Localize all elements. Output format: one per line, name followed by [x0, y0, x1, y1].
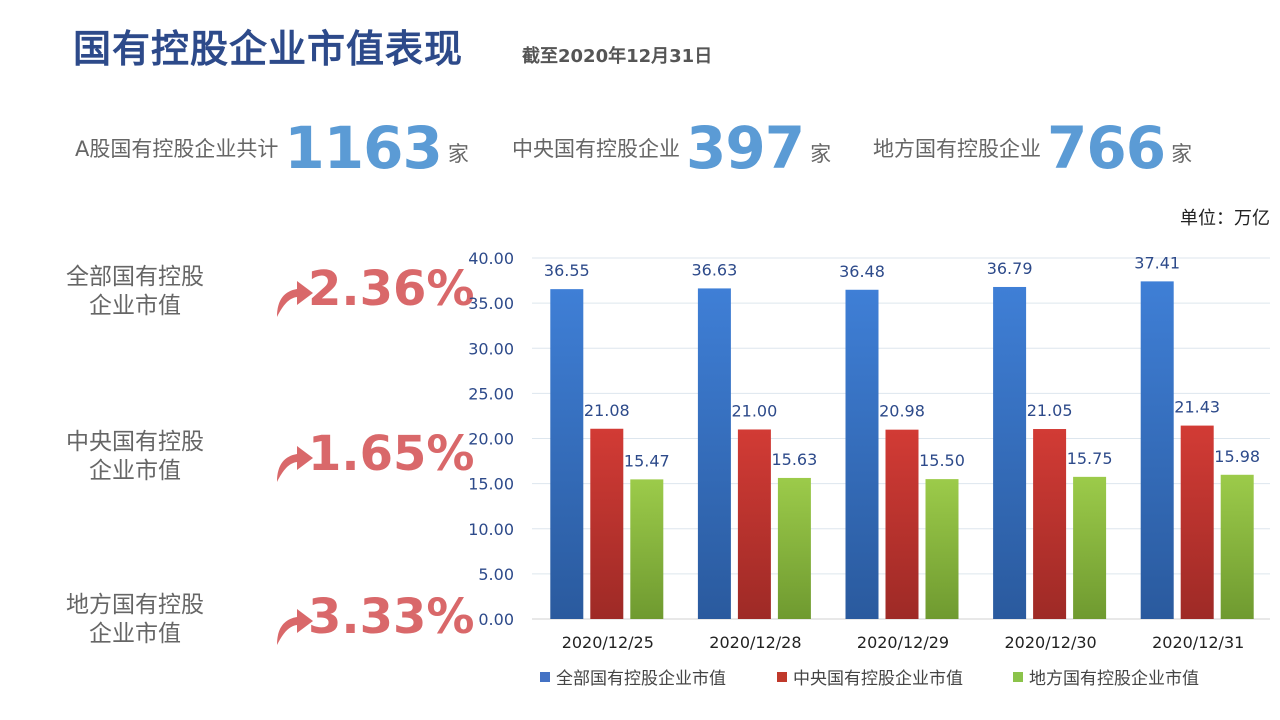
- stat-total: A股国有控股企业共计 1163 家: [75, 108, 469, 188]
- up-arrow-icon: [277, 446, 313, 482]
- x-tick-label: 2020/12/28: [709, 633, 801, 652]
- stat-total-label: A股国有控股企业共计: [75, 137, 279, 161]
- x-tick-label: 2020/12/30: [1004, 633, 1096, 652]
- bar-central: [885, 429, 919, 619]
- bar-central: [1180, 425, 1214, 619]
- stat-central: 中央国有控股企业 397 家: [512, 108, 831, 188]
- stats-row: A股国有控股企业共计 1163 家 中央国有控股企业 397 家 地方国有控股企…: [0, 108, 1280, 188]
- bar-all: [697, 288, 731, 619]
- y-tick-label: 10.00: [468, 520, 514, 539]
- metric-local-label: 地方国有控股 企业市值: [40, 591, 230, 649]
- stat-central-unit: 家: [810, 142, 832, 166]
- data-label: 15.47: [624, 451, 670, 470]
- bar-central: [737, 429, 771, 619]
- x-tick-label: 2020/12/29: [857, 633, 949, 652]
- bar-local: [925, 479, 959, 619]
- bar-central: [590, 428, 624, 619]
- metric-central-label-line1: 中央国有控股: [66, 429, 204, 455]
- unit-note: 单位：万亿: [1180, 208, 1270, 229]
- data-label: 36.48: [839, 262, 885, 281]
- y-tick-label: 40.00: [468, 249, 514, 268]
- y-tick-label: 5.00: [478, 565, 514, 584]
- up-arrow-icon: [277, 281, 313, 317]
- data-label: 21.43: [1174, 398, 1220, 417]
- legend-swatch-red: [777, 671, 787, 682]
- data-label: 36.55: [544, 261, 590, 280]
- y-tick-label: 20.00: [468, 430, 514, 449]
- legend-item-local: 地方国有控股企业市值: [1013, 664, 1199, 689]
- stat-local: 地方国有控股企业 766 家: [873, 108, 1192, 188]
- y-tick-label: 30.00: [468, 339, 514, 358]
- legend-label-local: 地方国有控股企业市值: [1029, 669, 1199, 689]
- data-label: 37.41: [1134, 253, 1180, 272]
- data-label: 15.75: [1067, 449, 1113, 468]
- y-tick-label: 25.00: [468, 384, 514, 403]
- metric-local: 地方国有控股 企业市值 3.33%: [40, 583, 475, 673]
- chart-legend: 全部国有控股企业市值 中央国有控股企业市值 地方国有控股企业市值: [0, 664, 1280, 690]
- data-label: 36.63: [691, 260, 737, 279]
- legend-label-central: 中央国有控股企业市值: [793, 669, 963, 689]
- up-arrow-icon: [277, 609, 313, 645]
- metric-all-label-line2: 企业市值: [89, 293, 181, 319]
- metric-local-label-line2: 企业市值: [89, 621, 181, 647]
- data-label: 21.05: [1027, 401, 1073, 420]
- bar-central: [1033, 429, 1067, 619]
- bar-local: [1220, 474, 1254, 619]
- legend-item-central: 中央国有控股企业市值: [777, 664, 963, 689]
- bar-all: [993, 286, 1027, 619]
- stat-total-unit: 家: [447, 142, 469, 166]
- stat-local-unit: 家: [1171, 142, 1193, 166]
- bar-local: [1073, 476, 1107, 619]
- metric-central: 中央国有控股 企业市值 1.65%: [40, 420, 475, 510]
- bar-all: [550, 289, 584, 619]
- data-label: 21.00: [731, 401, 777, 420]
- legend-item-all: 全部国有控股企业市值: [540, 664, 726, 689]
- legend-swatch-blue: [540, 671, 550, 682]
- market-cap-bar-chart: 0.00 5.00 10.00 15.00 20.00 25.00 30.00 35.00 40…: [468, 249, 1270, 652]
- metric-central-label: 中央国有控股 企业市值: [40, 428, 230, 486]
- metric-central-label-line2: 企业市值: [89, 458, 181, 484]
- stat-central-number: 397: [686, 114, 805, 182]
- y-tick-label: 35.00: [468, 294, 514, 313]
- x-tick-label: 2020/12/25: [562, 633, 654, 652]
- data-label: 36.79: [987, 259, 1033, 278]
- bar-local: [777, 477, 811, 619]
- legend-swatch-green: [1013, 671, 1023, 682]
- data-label: 15.98: [1214, 447, 1260, 466]
- metric-local-label-line1: 地方国有控股: [66, 592, 204, 618]
- bar-all: [845, 289, 879, 619]
- stat-local-label: 地方国有控股企业: [873, 137, 1041, 161]
- metric-all-label: 全部国有控股 企业市值: [40, 263, 230, 321]
- data-label: 15.63: [771, 450, 817, 469]
- stat-local-number: 766: [1047, 114, 1166, 182]
- page-title: 国有控股企业市值表现: [73, 27, 464, 71]
- stat-central-label: 中央国有控股企业: [512, 137, 680, 161]
- date-subtitle: 截至2020年12月31日: [522, 46, 713, 67]
- metric-central-value: 1.65%: [308, 426, 475, 482]
- metric-all-label-line1: 全部国有控股: [66, 264, 204, 290]
- metric-all: 全部国有控股 企业市值 2.36%: [40, 255, 475, 345]
- y-tick-label: 15.00: [468, 475, 514, 494]
- stat-total-number: 1163: [284, 114, 442, 182]
- data-label: 15.50: [919, 451, 965, 470]
- metric-all-value: 2.36%: [308, 261, 475, 317]
- data-label: 21.08: [584, 401, 630, 420]
- bar-all: [1140, 281, 1174, 619]
- data-label: 20.98: [879, 402, 925, 421]
- y-tick-label: 0.00: [478, 610, 514, 629]
- metric-local-value: 3.33%: [308, 589, 475, 645]
- bar-local: [630, 479, 664, 619]
- legend-label-all: 全部国有控股企业市值: [556, 669, 726, 689]
- x-tick-label: 2020/12/31: [1152, 633, 1244, 652]
